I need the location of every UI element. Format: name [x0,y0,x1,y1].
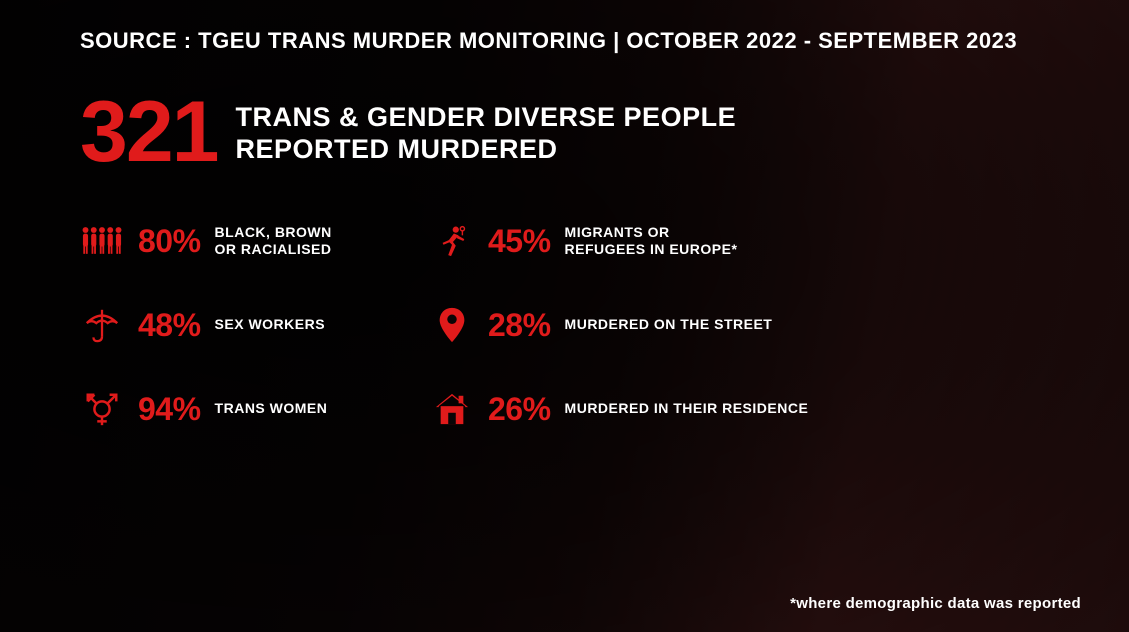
stat-pct: 26% [488,391,551,428]
stat-label: SEX WORKERS [215,316,326,334]
umbrella-icon [80,305,124,345]
house-icon [430,389,474,429]
pin-icon [430,305,474,345]
headline-number: 321 [80,96,218,169]
headline-text: TRANS & GENDER DIVERSE PEOPLE REPORTED M… [236,96,737,166]
stat-pct: 48% [138,307,201,344]
source-line: SOURCE : TGEU TRANS MURDER MONITORING | … [80,28,1069,54]
headline-line-1: TRANS & GENDER DIVERSE PEOPLE [236,102,737,134]
stat-sex-workers: 48% SEX WORKERS [80,305,420,345]
trans-symbol-icon [80,389,124,429]
stat-label: TRANS WOMEN [215,400,328,418]
headline-line-2: REPORTED MURDERED [236,134,737,166]
headline: 321 TRANS & GENDER DIVERSE PEOPLE REPORT… [80,96,1069,169]
stat-pct: 45% [488,223,551,260]
stat-pct: 80% [138,223,201,260]
stat-label: MURDERED IN THEIR RESIDENCE [565,400,809,418]
stat-pct: 94% [138,391,201,428]
stat-street: 28% MURDERED ON THE STREET [430,305,830,345]
stat-migrants: 45% MIGRANTS OR REFUGEES IN EUROPE* [430,221,830,261]
footnote: *where demographic data was reported [790,595,1081,612]
stat-label: BLACK, BROWN OR RACIALISED [215,224,332,259]
stats-grid: 80% BLACK, BROWN OR RACIALISED [80,221,1069,429]
running-icon [430,221,474,261]
infographic-content: SOURCE : TGEU TRANS MURDER MONITORING | … [0,0,1129,632]
stat-racialised: 80% BLACK, BROWN OR RACIALISED [80,221,420,261]
stat-trans-women: 94% TRANS WOMEN [80,389,420,429]
stat-residence: 26% MURDERED IN THEIR RESIDENCE [430,389,830,429]
stat-pct: 28% [488,307,551,344]
stat-label: MURDERED ON THE STREET [565,316,773,334]
stat-label: MIGRANTS OR REFUGEES IN EUROPE* [565,224,738,259]
people-group-icon [80,221,124,261]
